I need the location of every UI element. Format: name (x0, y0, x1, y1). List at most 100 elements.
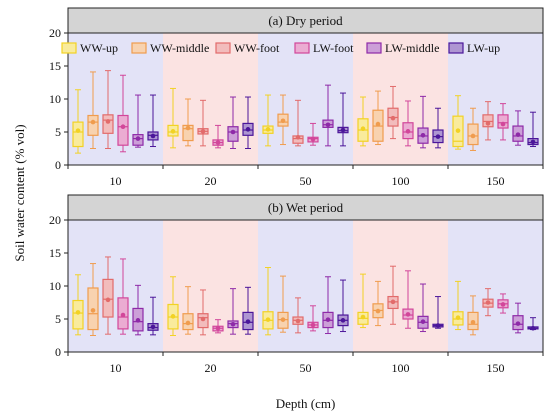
legend-swatch (215, 42, 231, 54)
box-ww-middle (467, 107, 479, 151)
legend-label: WW-middle (150, 41, 209, 55)
box-lw-middle (417, 283, 429, 333)
box-ww-foot (387, 265, 399, 325)
box-ww-middle (182, 98, 194, 147)
mean-point (500, 302, 506, 307)
box-lw-middle (227, 288, 239, 335)
box-iqr (117, 114, 129, 146)
mean-point (280, 317, 286, 322)
mean-point (420, 133, 426, 138)
mean-point (455, 128, 461, 133)
mean-point (485, 300, 491, 305)
box-ww-foot (482, 288, 494, 317)
box-ww-up (452, 280, 464, 331)
box-lw-up (527, 111, 539, 148)
legend-item-ww-middle: WW-middle (131, 41, 209, 55)
panel-title: (b) Wet period (268, 200, 344, 215)
mean-point (375, 308, 381, 314)
mean-point (485, 121, 491, 126)
legend-swatch (61, 42, 77, 54)
x-tick-label: 100 (392, 174, 410, 188)
mean-point (135, 136, 141, 141)
mean-point (435, 134, 441, 139)
box-lw-up (242, 286, 254, 335)
mean-point (90, 308, 96, 313)
y-tick-label: 15 (49, 246, 61, 260)
y-tick-label: 20 (49, 213, 61, 227)
y-tick-label: 10 (49, 92, 61, 106)
mean-point (435, 323, 441, 328)
box-lw-foot (307, 122, 319, 146)
category-band (448, 33, 543, 165)
mean-point (295, 134, 301, 140)
y-tick-label: 10 (49, 279, 61, 293)
box-lw-up (432, 296, 444, 329)
y-tick-label: 0 (55, 158, 61, 172)
mean-point (325, 122, 331, 128)
box-lw-foot (497, 293, 509, 314)
box-iqr (72, 121, 84, 148)
category-band (163, 220, 258, 352)
mean-point (245, 127, 251, 132)
box-ww-middle (372, 90, 384, 146)
mean-point (360, 314, 366, 320)
mean-point (170, 129, 176, 134)
box-lw-middle (322, 276, 334, 335)
box-lw-up (432, 107, 444, 149)
x-tick-label: 50 (300, 361, 312, 375)
mean-point (405, 129, 411, 134)
mean-point (200, 316, 206, 322)
box-lw-middle (417, 95, 429, 149)
mean-point (185, 125, 191, 131)
box-ww-up (452, 95, 464, 150)
box-ww-foot (197, 99, 209, 147)
x-tick-label: 10 (110, 361, 122, 375)
mean-point (360, 126, 366, 131)
panel-title-strip (67, 194, 544, 221)
legend-swatch (294, 42, 310, 54)
x-tick-label: 20 (205, 174, 217, 188)
mean-point (530, 139, 536, 145)
box-ww-foot (102, 70, 114, 149)
mean-point (135, 318, 141, 323)
legend-label: LW-up (467, 41, 500, 55)
box-lw-middle (322, 84, 334, 147)
box-lw-foot (307, 305, 319, 332)
mean-point (120, 124, 126, 130)
box-ww-foot (292, 99, 304, 147)
box-lw-middle (512, 302, 524, 334)
box-lw-up (337, 92, 349, 147)
box-lw-foot (402, 100, 414, 147)
box-lw-foot (212, 319, 224, 334)
box-ww-middle (372, 280, 384, 327)
box-ww-middle (87, 71, 99, 149)
y-tick-label: 0 (55, 345, 61, 359)
legend-swatch (448, 42, 464, 54)
category-band (353, 220, 448, 352)
legend-swatch (366, 42, 382, 54)
box-ww-up (72, 274, 84, 336)
box-lw-middle (132, 94, 144, 148)
mean-point (390, 299, 396, 305)
box-iqr (72, 299, 84, 330)
mean-point (390, 115, 396, 121)
box-lw-foot (497, 103, 509, 141)
box-ww-middle (182, 286, 194, 335)
mean-point (375, 121, 381, 127)
mean-point (310, 136, 316, 142)
mean-point (340, 127, 346, 133)
box-iqr (182, 124, 194, 142)
box-iqr (87, 114, 99, 136)
box-ww-foot (292, 297, 304, 334)
mean-point (530, 325, 536, 331)
category-band (258, 33, 353, 165)
box-ww-up (167, 87, 179, 149)
mean-point (405, 312, 411, 317)
mean-point (185, 320, 191, 326)
box-lw-middle (227, 96, 239, 149)
mean-point (515, 321, 521, 326)
legend-item-ww-up: WW-up (61, 41, 118, 55)
legend-label: LW-middle (385, 41, 439, 55)
mean-point (120, 312, 126, 318)
